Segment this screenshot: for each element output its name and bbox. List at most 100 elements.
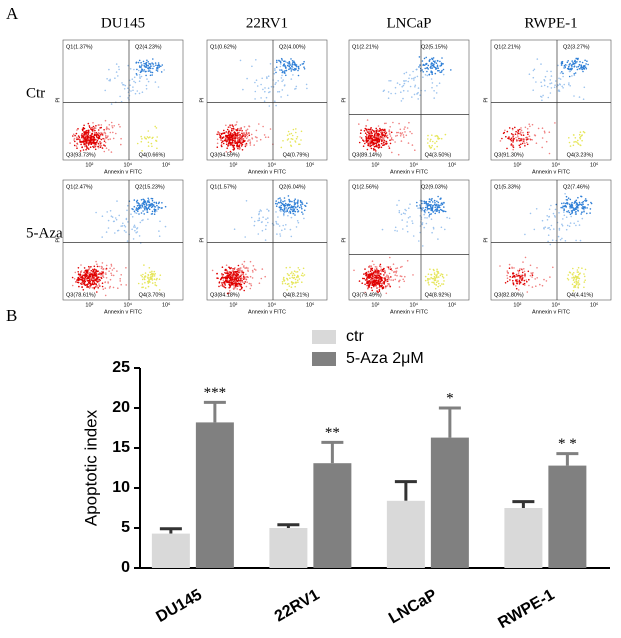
event-dot: [294, 210, 297, 213]
event-dot: [144, 208, 146, 211]
event-dot: [568, 141, 571, 144]
event-dot: [579, 137, 582, 140]
event-dot: [297, 281, 299, 284]
event-dot: [401, 132, 404, 134]
event-dot: [301, 201, 303, 203]
event-dot: [370, 144, 373, 147]
event-dot: [431, 73, 434, 75]
event-dot: [102, 268, 105, 270]
event-dot: [256, 140, 258, 142]
quadrant-label: Q1(2.21%): [352, 44, 379, 50]
event-dot: [589, 208, 592, 210]
event-dot: [238, 144, 241, 146]
event-dot: [513, 267, 515, 269]
event-dot: [433, 66, 436, 68]
event-dot: [567, 60, 569, 62]
event-dot: [400, 213, 403, 216]
event-dot: [411, 96, 413, 98]
event-dot: [573, 281, 576, 284]
event-dot: [267, 210, 270, 212]
event-dot: [524, 256, 527, 259]
event-dot: [229, 133, 231, 136]
event-dot: [441, 203, 444, 206]
event-dot: [153, 201, 155, 204]
event-dot: [225, 143, 228, 146]
panel-label: B: [6, 306, 17, 325]
event-dot: [229, 150, 232, 153]
event-dot: [96, 281, 99, 283]
event-dot: [426, 74, 429, 77]
event-dot: [401, 85, 404, 88]
event-dot: [519, 281, 522, 284]
event-dot: [430, 71, 433, 74]
event-dot: [551, 239, 554, 241]
x-axis-label: Annexin v FITC: [104, 309, 142, 315]
event-dot: [108, 270, 110, 273]
bar: [195, 422, 234, 568]
event-dot: [396, 82, 399, 84]
event-dot: [92, 135, 95, 138]
event-dot: [82, 126, 85, 129]
event-dot: [406, 221, 409, 223]
event-dot: [284, 70, 286, 72]
event-dot: [520, 143, 522, 146]
event-dot: [147, 70, 150, 72]
event-dot: [512, 136, 514, 139]
event-dot: [141, 91, 144, 93]
event-dot: [253, 224, 256, 227]
event-dot: [402, 278, 405, 281]
event-dot: [113, 267, 115, 270]
event-dot: [512, 146, 515, 148]
quadrant-label: Q2(15.23%): [135, 184, 165, 190]
x-axis-label: Annexin v FITC: [248, 169, 286, 175]
event-dot: [435, 92, 438, 94]
event-dot: [425, 204, 428, 207]
event-dot: [581, 134, 583, 136]
event-dot: [418, 66, 420, 68]
event-dot: [150, 278, 152, 280]
event-dot: [227, 145, 229, 147]
event-dot: [93, 280, 95, 282]
event-dot: [249, 260, 252, 263]
event-dot: [286, 279, 289, 281]
event-dot: [299, 201, 302, 203]
event-dot: [434, 72, 437, 75]
event-dot: [81, 286, 83, 288]
event-dot: [237, 132, 239, 134]
event-dot: [582, 205, 584, 208]
event-dot: [112, 286, 115, 289]
event-dot: [85, 273, 88, 276]
event-dot: [154, 281, 156, 284]
event-dot: [227, 279, 230, 282]
event-dot: [301, 207, 303, 210]
event-dot: [285, 266, 288, 269]
event-dot: [98, 137, 101, 140]
event-dot: [233, 286, 236, 289]
event-dot: [409, 216, 411, 218]
event-dot: [394, 270, 396, 273]
event-dot: [114, 232, 116, 234]
event-dot: [71, 276, 74, 279]
event-dot: [238, 131, 241, 134]
event-dot: [230, 267, 232, 269]
event-dot: [100, 124, 103, 126]
event-dot: [81, 146, 83, 149]
event-dot: [369, 273, 372, 275]
event-dot: [269, 91, 271, 93]
event-dot: [443, 202, 445, 204]
event-dot: [579, 239, 582, 242]
event-dot: [229, 278, 232, 281]
event-dot: [239, 139, 242, 141]
event-dot: [229, 290, 231, 292]
x-tick-label: 10⁶: [448, 301, 456, 308]
event-dot: [240, 137, 242, 139]
event-dot: [379, 265, 381, 267]
event-dot: [290, 78, 293, 80]
event-dot: [531, 272, 534, 275]
event-dot: [92, 272, 94, 274]
flow-plot: Q1(2.47%) Q2(15.23%)Q3(78.61%) Q4(3.70%)PI…: [55, 179, 184, 315]
event-dot: [155, 140, 157, 142]
event-dot: [141, 64, 143, 66]
event-dot: [258, 123, 260, 125]
event-dot: [240, 145, 243, 147]
